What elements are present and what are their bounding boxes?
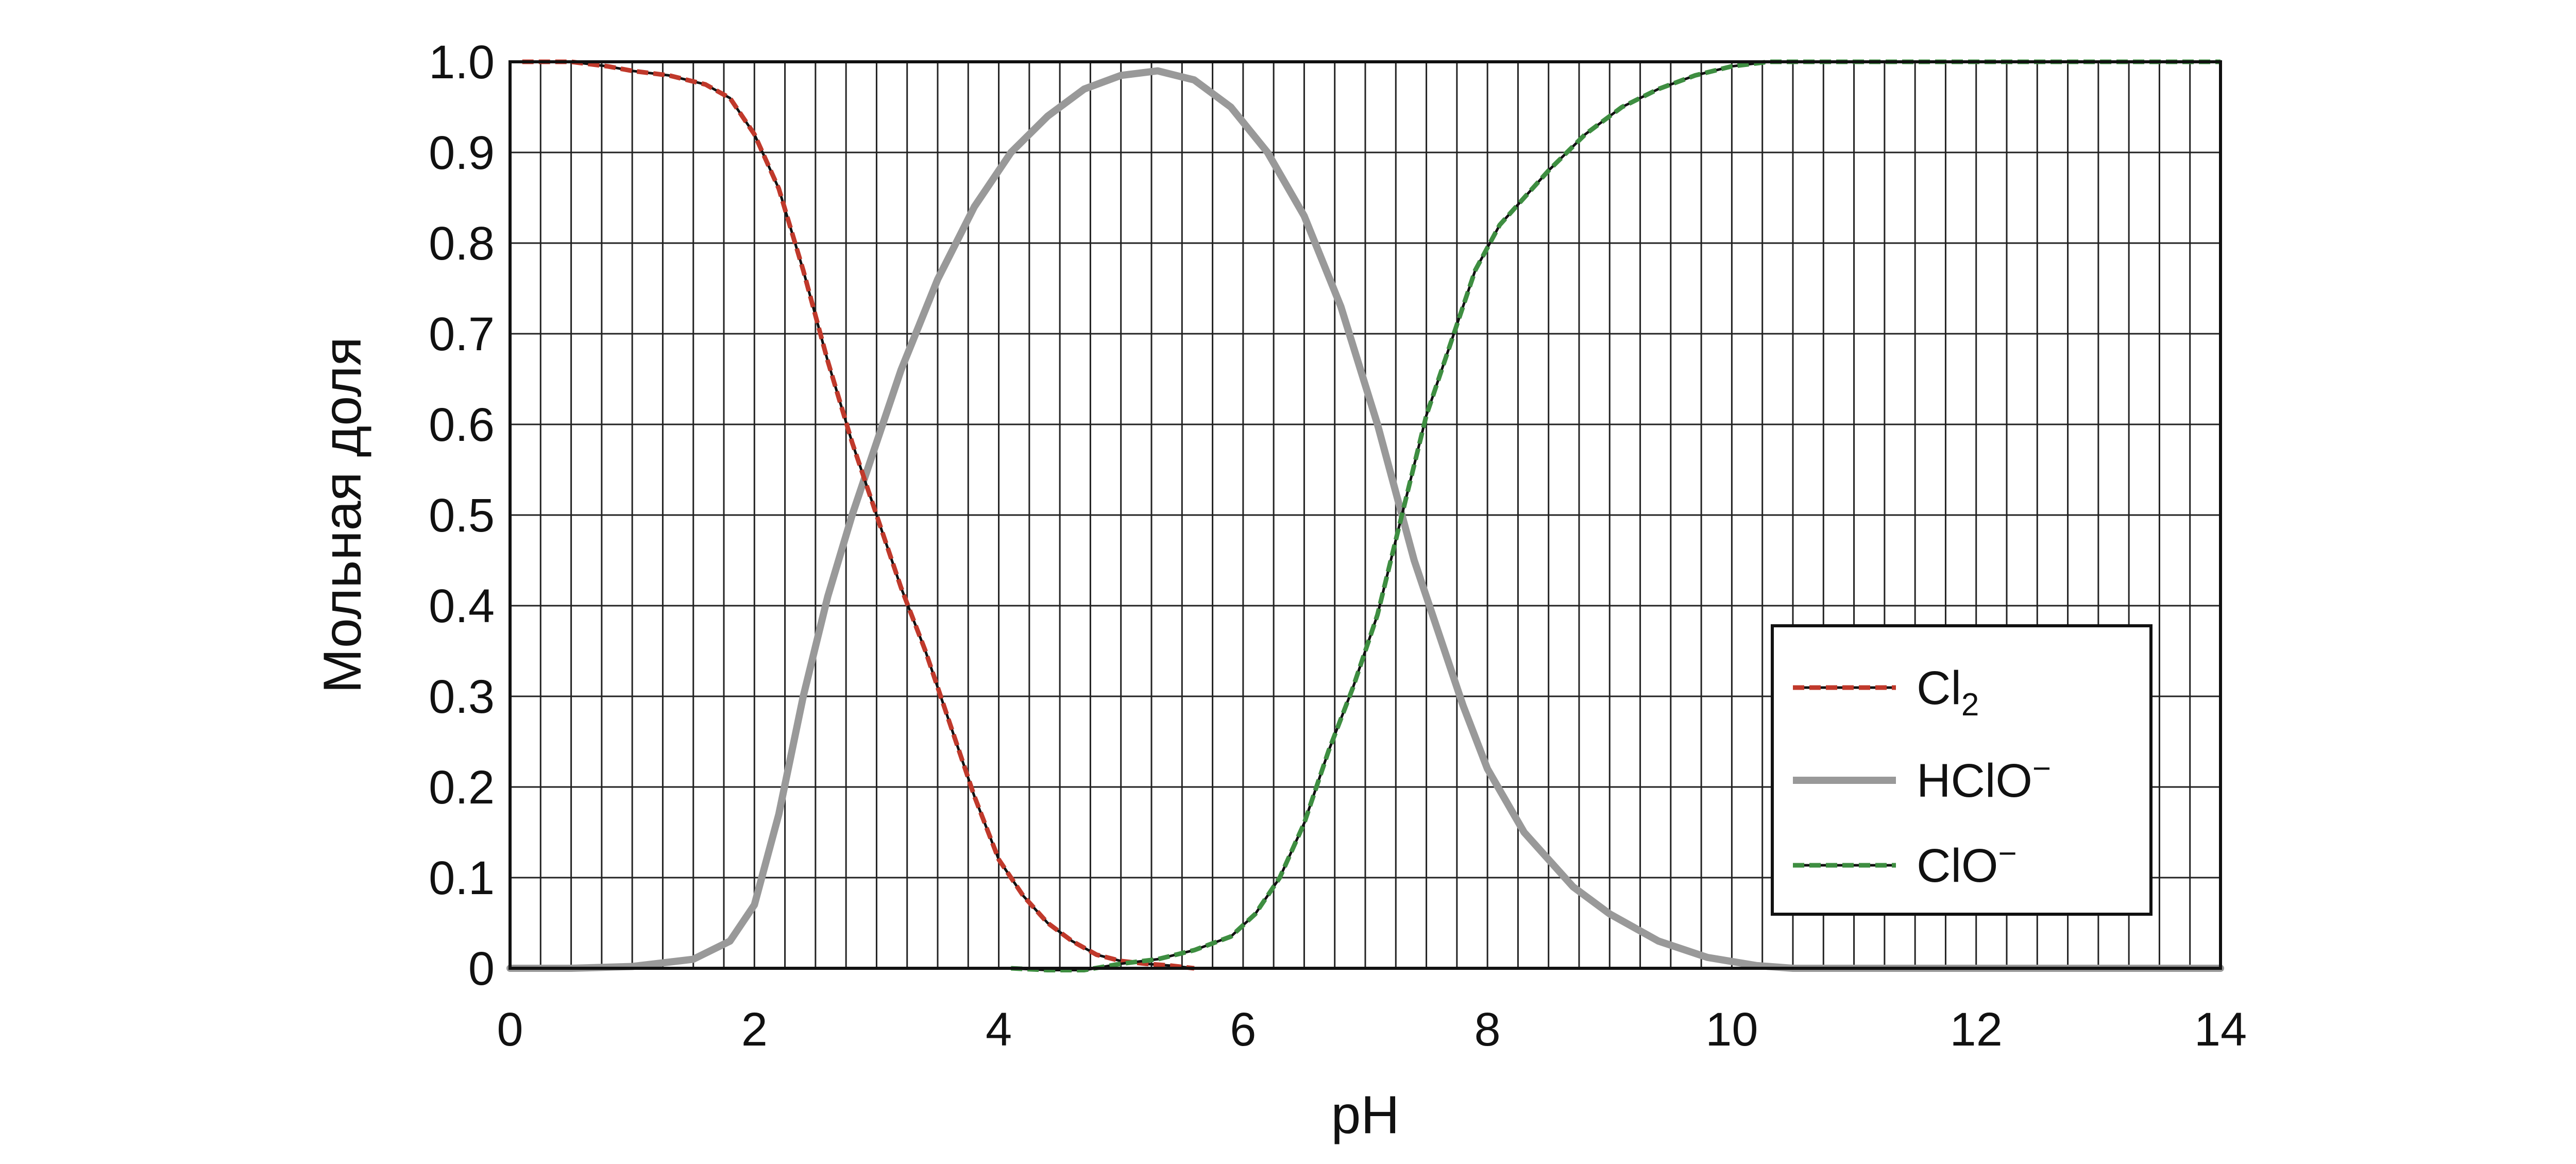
y-tick-label: 0.9 (429, 127, 495, 179)
x-tick-label: 10 (1705, 1003, 1758, 1056)
series-hclo-line (506, 67, 2224, 972)
legend-item-cl2: Cl2 (1793, 662, 1979, 723)
plot-frame (509, 60, 2222, 970)
y-tick-label: 0 (468, 943, 495, 995)
y-tick-label: 0.4 (429, 580, 495, 632)
y-tick-label: 0.2 (429, 761, 495, 814)
y-tick-label: 0.7 (429, 308, 495, 361)
x-tick-label: 0 (497, 1003, 523, 1056)
legend-item-hclo: HClO− (1793, 751, 2051, 807)
y-tick-label: 0.6 (429, 399, 495, 451)
x-axis-label: pH (1331, 1085, 1400, 1145)
x-tick-label: 8 (1475, 1003, 1501, 1056)
legend-item-clo: ClO− (1793, 836, 2017, 892)
x-tick-label: 2 (741, 1003, 768, 1056)
y-tick-label: 0.5 (429, 489, 495, 542)
y-tick-label: 0.3 (429, 671, 495, 723)
x-tick-label: 14 (2194, 1003, 2247, 1056)
legend-label: HClO− (1917, 751, 2051, 807)
y-axis-label: Мольная доля (313, 337, 372, 693)
series-clo-line (1011, 59, 2221, 972)
tick-labels: 0 2 4 6 8 10 12 14 0 0.1 0.2 0.3 0.4 0.5 0.6 0.7 0.8 0.9 1… (429, 36, 2247, 1056)
y-tick-label: 0.1 (429, 852, 495, 904)
x-tick-label: 4 (986, 1003, 1012, 1056)
y-tick-label: 0.8 (429, 217, 495, 270)
x-tick-label: 12 (1950, 1003, 2003, 1056)
legend: Cl2 HClO− ClO− (1771, 624, 2153, 916)
y-tick-label: 1.0 (429, 36, 495, 89)
series-layer (506, 59, 2224, 972)
legend-label: Cl2 (1917, 662, 1979, 723)
legend-label: ClO− (1917, 836, 2017, 892)
x-tick-label: 6 (1230, 1003, 1256, 1056)
series-cl2-line (522, 59, 1195, 971)
